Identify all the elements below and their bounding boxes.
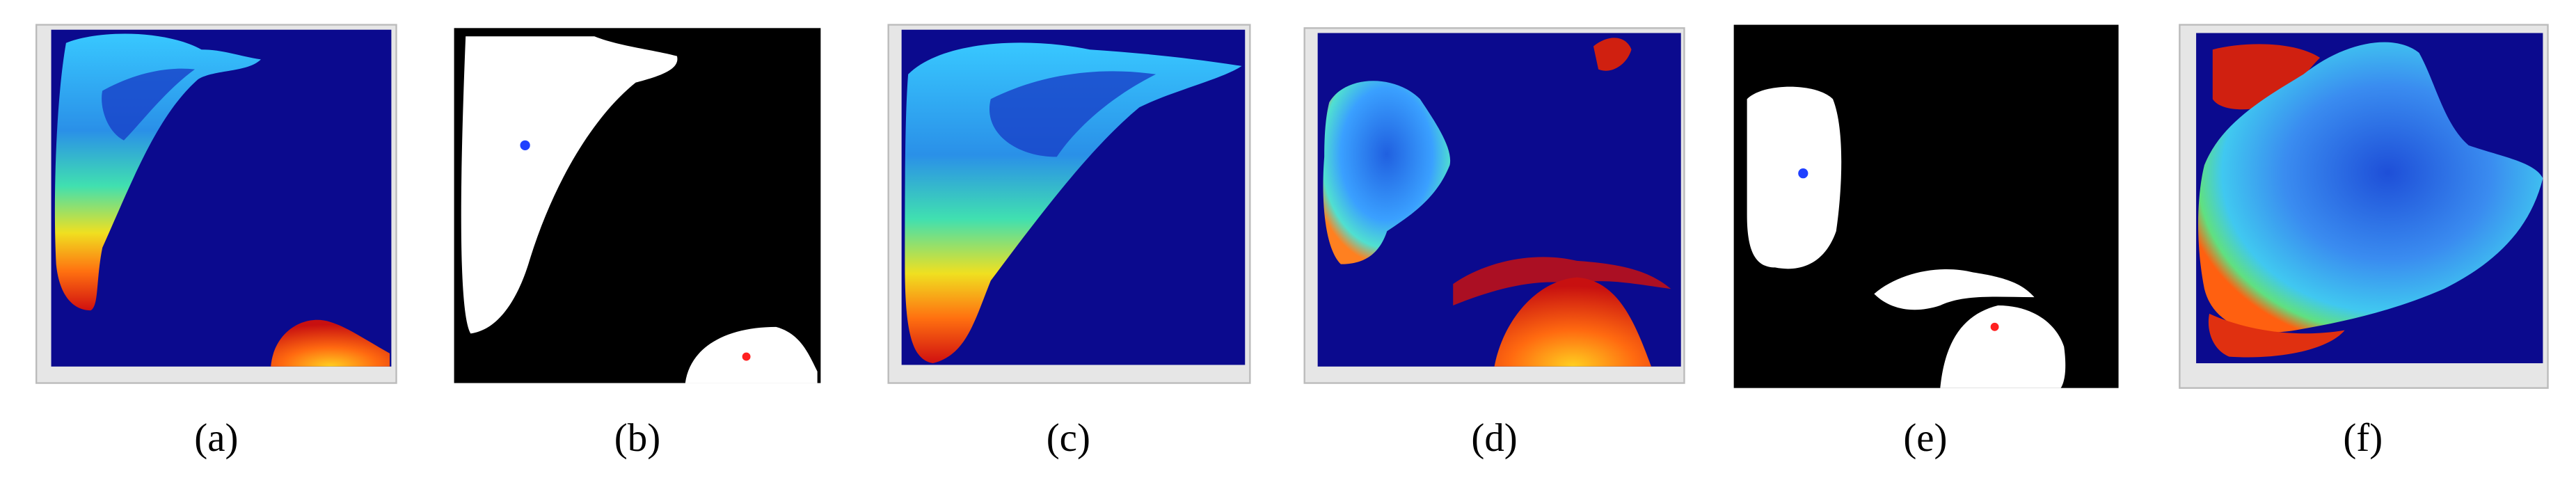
panel-label: (f) — [2343, 416, 2383, 460]
panel-label: (a) — [194, 416, 238, 460]
panel-e — [1733, 24, 2119, 388]
panel-a — [35, 24, 397, 384]
panel-label: (b) — [614, 416, 660, 460]
panel-label: (e) — [1903, 416, 1947, 460]
panel-f — [2179, 24, 2549, 389]
figure-content: (a) (b) (c) (d) (e) (f) — [35, 24, 2549, 460]
panel-d — [1303, 27, 1685, 384]
panel-b — [454, 28, 821, 383]
panel-label: (d) — [1471, 416, 1517, 460]
panel-label: (c) — [1047, 416, 1090, 460]
panel-c — [887, 24, 1251, 384]
